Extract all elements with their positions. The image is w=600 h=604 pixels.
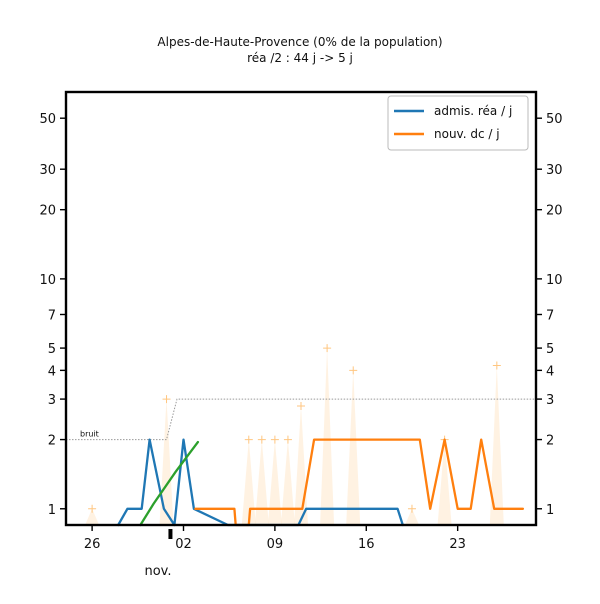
y-tick-label-left: 30 <box>39 163 56 178</box>
x-axis-month-label: nov. <box>144 564 171 579</box>
x-tick-label: 16 <box>358 537 375 552</box>
noise-label: bruit <box>80 430 99 439</box>
raw-value-marker <box>349 366 358 375</box>
noise-threshold-line <box>66 398 536 441</box>
y-tick-label-right: 4 <box>546 364 554 379</box>
y-tick-label-right: 30 <box>546 163 563 178</box>
raw-value-spike <box>254 439 269 525</box>
raw-value-marker <box>407 504 416 513</box>
y-tick-label-left: 7 <box>48 308 56 323</box>
y-tick-label-right: 2 <box>546 434 554 449</box>
legend-box <box>387 95 529 151</box>
y-tick-label-left: 1 <box>48 503 56 518</box>
y-tick-label-left: 10 <box>39 273 56 288</box>
raw-value-spike <box>159 399 174 525</box>
raw-value-marker <box>323 344 332 353</box>
chart-title: Alpes-de-Haute-Provence (0% de la popula… <box>157 35 442 49</box>
y-tick-label-right: 7 <box>546 308 554 323</box>
raw-value-marker <box>297 401 305 410</box>
x-tick-label: 23 <box>449 537 466 552</box>
raw-value-marker <box>88 504 97 513</box>
y-tick-label-left: 2 <box>48 434 56 449</box>
y-tick-label-right: 50 <box>546 112 563 127</box>
plot-frame <box>64 90 538 527</box>
raw-value-spike <box>405 508 419 525</box>
raw-value-spike <box>346 370 361 525</box>
y-tick-label-left: 50 <box>39 112 56 127</box>
raw-value-spike <box>85 508 100 525</box>
raw-value-marker <box>257 435 266 444</box>
x-tick-label: 26 <box>84 537 101 552</box>
x-tick-label: 09 <box>267 537 284 552</box>
y-tick-label-right: 10 <box>546 273 563 288</box>
raw-value-marker <box>283 435 292 444</box>
x-tick-label: 02 <box>175 537 192 552</box>
raw-value-marker <box>270 435 279 444</box>
legend-label: nouv. dc / j <box>434 127 500 141</box>
raw-value-marker <box>492 361 501 370</box>
raw-value-spike <box>320 348 335 525</box>
y-tick-label-left: 5 <box>48 342 56 357</box>
trend-line <box>139 440 200 527</box>
y-tick-label-right: 3 <box>546 393 554 408</box>
y-tick-label-right: 20 <box>546 204 563 219</box>
y-tick-label-right: 5 <box>546 342 554 357</box>
month-boundary-tick <box>168 529 173 539</box>
raw-value-spike <box>267 439 282 525</box>
y-tick-label-right: 1 <box>546 503 554 518</box>
raw-value-spike <box>280 439 295 525</box>
raw-value-spike <box>294 406 308 525</box>
series-line-admis-rea <box>117 438 404 527</box>
legend-label: admis. réa / j <box>434 104 512 118</box>
raw-value-marker <box>162 395 171 404</box>
chart-subtitle: réa /2 : 44 j -> 5 j <box>247 51 353 65</box>
raw-value-spike <box>241 439 256 525</box>
y-tick-label-left: 3 <box>48 393 56 408</box>
raw-value-spike <box>437 439 452 525</box>
raw-value-marker <box>244 435 253 444</box>
y-tick-label-left: 20 <box>39 204 56 219</box>
raw-value-spike <box>489 365 504 525</box>
y-tick-label-left: 4 <box>48 364 56 379</box>
